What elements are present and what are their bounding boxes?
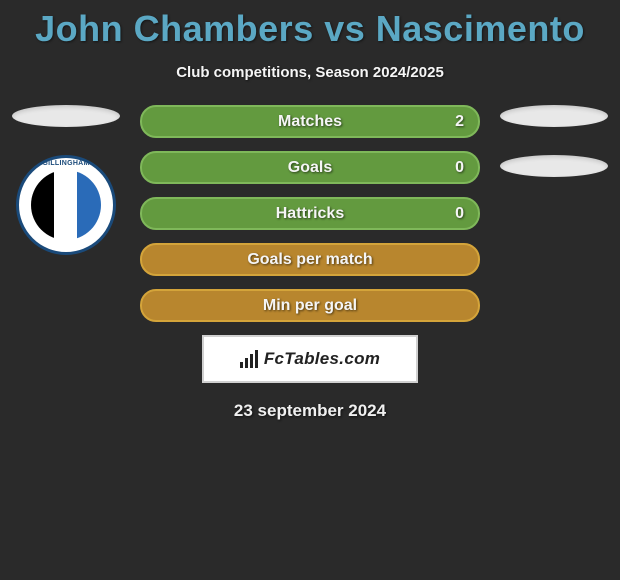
stat-value-right: 0: [455, 159, 464, 177]
right-player-column: [494, 105, 614, 205]
stat-label: Min per goal: [263, 297, 357, 315]
stats-list: Matches 2 Goals 0 Hattricks 0 Goals per match M…: [140, 105, 480, 322]
stat-label: Matches: [278, 113, 342, 131]
player-silhouette-placeholder: [12, 105, 120, 127]
horse-icon: [51, 192, 75, 222]
page-title: John Chambers vs Nascimento: [0, 0, 620, 50]
comparison-panel: GILLINGHAM Matches2Goals0Hattricks0Goals…: [0, 105, 620, 421]
date-label: 23 september 2024: [0, 401, 620, 421]
stat-label: Hattricks: [276, 205, 344, 223]
stat-value-right: 2: [455, 113, 464, 131]
subtitle: Club competitions, Season 2024/2025: [0, 64, 620, 81]
stat-row: Goals per match: [140, 243, 480, 276]
stat-label: Goals: [288, 159, 332, 177]
club-badge-left: GILLINGHAM: [16, 155, 116, 255]
stat-row: Hattricks 0: [140, 197, 480, 230]
stat-row: Min per goal: [140, 289, 480, 322]
stat-value-right: 0: [455, 205, 464, 223]
bar-chart-icon: [240, 350, 258, 368]
club-badge-placeholder: [500, 155, 608, 177]
stat-row: Matches 2: [140, 105, 480, 138]
stat-label: Goals per match: [247, 251, 372, 269]
badge-ring-text: GILLINGHAM: [19, 160, 113, 167]
player-silhouette-placeholder: [500, 105, 608, 127]
brand-name: FcTables.com: [264, 349, 380, 369]
brand-footer-box: FcTables.com: [202, 335, 418, 383]
left-player-column: GILLINGHAM: [6, 105, 126, 255]
stat-row: Goals 0: [140, 151, 480, 184]
